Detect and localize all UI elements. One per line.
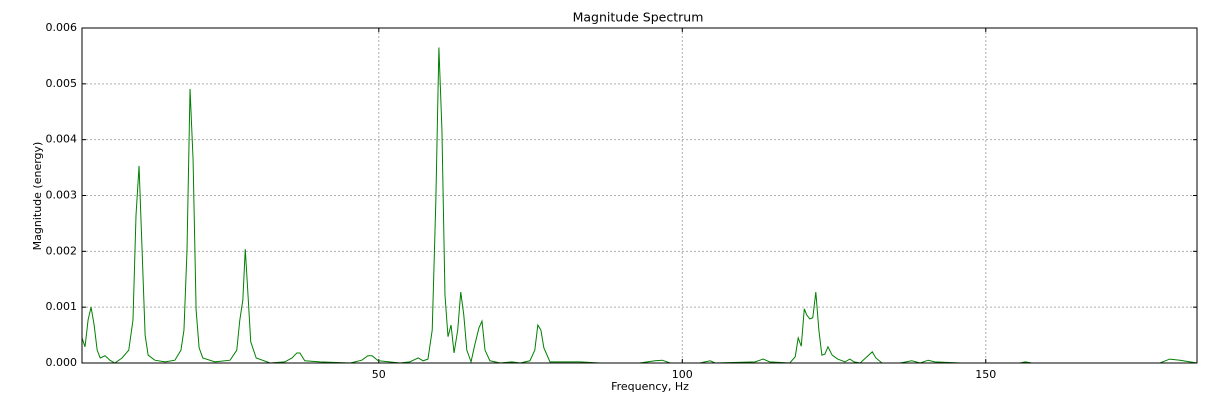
y-tick-label: 0.002 [46,244,78,257]
x-tick-label: 50 [372,368,386,381]
y-tick-label: 0.001 [46,300,78,313]
x-tick-label: 150 [975,368,996,381]
y-tick-label: 0.004 [46,133,78,146]
y-tick-label: 0.003 [46,189,78,202]
spectrum-line [81,47,1198,364]
chart-title: Magnitude Spectrum [573,10,704,25]
y-axis-label: Magnitude (energy) [31,142,44,251]
x-axis-label: Frequency, Hz [611,380,689,393]
y-tick-label: 0.006 [46,21,78,34]
x-tick-label: 100 [672,368,693,381]
y-tick-label: 0.000 [46,356,78,369]
y-tick-label: 0.005 [46,77,78,90]
plot-frame [81,27,1198,364]
